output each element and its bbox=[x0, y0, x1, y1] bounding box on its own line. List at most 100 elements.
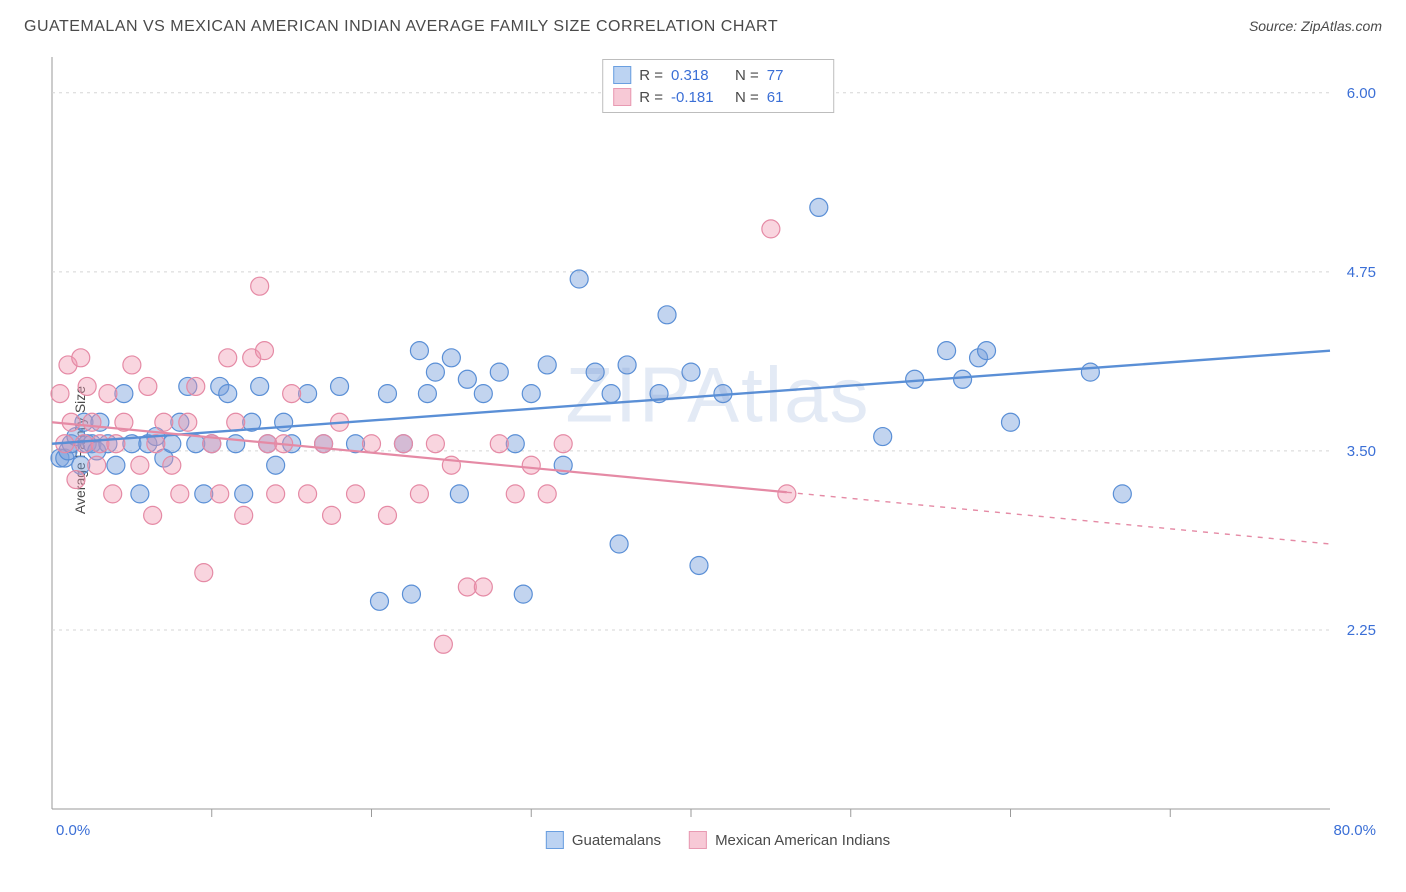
legend-swatch bbox=[546, 831, 564, 849]
data-point bbox=[275, 413, 293, 431]
data-point bbox=[458, 578, 476, 596]
data-point bbox=[227, 413, 245, 431]
data-point bbox=[418, 385, 436, 403]
data-point bbox=[78, 377, 96, 395]
x-tick-start: 0.0% bbox=[56, 822, 90, 839]
stats-r-value: -0.181 bbox=[671, 89, 727, 106]
data-point bbox=[682, 363, 700, 381]
data-point bbox=[171, 485, 189, 503]
data-point bbox=[219, 385, 237, 403]
data-point bbox=[442, 349, 460, 367]
y-tick-label: 4.75 bbox=[1347, 264, 1376, 281]
data-point bbox=[434, 635, 452, 653]
stats-n-label: N = bbox=[735, 89, 759, 106]
legend-item: Mexican American Indians bbox=[689, 831, 890, 849]
data-point bbox=[131, 485, 149, 503]
y-tick-label: 2.25 bbox=[1347, 622, 1376, 639]
data-point bbox=[51, 385, 69, 403]
data-point bbox=[267, 456, 285, 474]
data-point bbox=[938, 342, 956, 360]
data-point bbox=[474, 385, 492, 403]
data-point bbox=[62, 413, 80, 431]
y-tick-label: 6.00 bbox=[1347, 85, 1376, 102]
data-point bbox=[323, 506, 341, 524]
data-point bbox=[394, 435, 412, 453]
chart-source: Source: ZipAtlas.com bbox=[1249, 18, 1382, 34]
data-point bbox=[211, 485, 229, 503]
data-point bbox=[874, 428, 892, 446]
data-point bbox=[267, 485, 285, 503]
data-point bbox=[426, 435, 444, 453]
data-point bbox=[255, 342, 273, 360]
data-point bbox=[506, 435, 524, 453]
data-point bbox=[658, 306, 676, 324]
stats-r-label: R = bbox=[639, 89, 663, 106]
data-point bbox=[283, 385, 301, 403]
data-point bbox=[402, 585, 420, 603]
data-point bbox=[410, 485, 428, 503]
legend-label: Mexican American Indians bbox=[715, 832, 890, 849]
data-point bbox=[251, 277, 269, 295]
data-point bbox=[490, 435, 508, 453]
y-tick-label: 3.50 bbox=[1347, 443, 1376, 460]
data-point bbox=[978, 342, 996, 360]
data-point bbox=[99, 385, 117, 403]
data-point bbox=[954, 370, 972, 388]
data-point bbox=[88, 456, 106, 474]
legend-swatch bbox=[689, 831, 707, 849]
chart-area: Average Family Size 2.253.504.756.000.0%… bbox=[50, 55, 1386, 845]
data-point bbox=[1081, 363, 1099, 381]
data-point bbox=[538, 356, 556, 374]
data-point bbox=[570, 270, 588, 288]
trend-line-dashed bbox=[787, 492, 1330, 544]
data-point bbox=[83, 413, 101, 431]
data-point bbox=[163, 435, 181, 453]
data-point bbox=[474, 578, 492, 596]
chart-header: GUATEMALAN VS MEXICAN AMERICAN INDIAN AV… bbox=[0, 0, 1406, 44]
data-point bbox=[187, 377, 205, 395]
stats-r-value: 0.318 bbox=[671, 67, 727, 84]
data-point bbox=[195, 485, 213, 503]
data-point bbox=[410, 342, 428, 360]
data-point bbox=[522, 385, 540, 403]
legend-item: Guatemalans bbox=[546, 831, 661, 849]
data-point bbox=[299, 485, 317, 503]
data-point bbox=[299, 385, 317, 403]
data-point bbox=[1113, 485, 1131, 503]
data-point bbox=[522, 456, 540, 474]
data-point bbox=[347, 485, 365, 503]
stats-n-value: 77 bbox=[767, 67, 823, 84]
data-point bbox=[490, 363, 508, 381]
data-point bbox=[131, 456, 149, 474]
stats-row: R = -0.181 N = 61 bbox=[613, 86, 823, 108]
data-point bbox=[75, 435, 93, 453]
data-point bbox=[123, 356, 141, 374]
stats-n-label: N = bbox=[735, 67, 759, 84]
stats-row: R =0.318N =77 bbox=[613, 64, 823, 86]
data-point bbox=[618, 356, 636, 374]
data-point bbox=[331, 377, 349, 395]
data-point bbox=[426, 363, 444, 381]
data-point bbox=[762, 220, 780, 238]
data-point bbox=[104, 485, 122, 503]
data-point bbox=[514, 585, 532, 603]
data-point bbox=[370, 592, 388, 610]
data-point bbox=[163, 456, 181, 474]
data-point bbox=[195, 564, 213, 582]
data-point bbox=[179, 413, 197, 431]
chart-title: GUATEMALAN VS MEXICAN AMERICAN INDIAN AV… bbox=[24, 18, 778, 36]
data-point bbox=[554, 435, 572, 453]
data-point bbox=[690, 556, 708, 574]
data-point bbox=[219, 349, 237, 367]
data-point bbox=[378, 506, 396, 524]
stats-n-value: 61 bbox=[767, 89, 823, 106]
data-point bbox=[235, 506, 253, 524]
legend-label: Guatemalans bbox=[572, 832, 661, 849]
data-point bbox=[378, 385, 396, 403]
data-point bbox=[458, 370, 476, 388]
data-point bbox=[251, 377, 269, 395]
stats-swatch bbox=[613, 66, 631, 84]
data-point bbox=[538, 485, 556, 503]
scatter-plot: 2.253.504.756.000.0%80.0% bbox=[50, 55, 1386, 845]
data-point bbox=[450, 485, 468, 503]
